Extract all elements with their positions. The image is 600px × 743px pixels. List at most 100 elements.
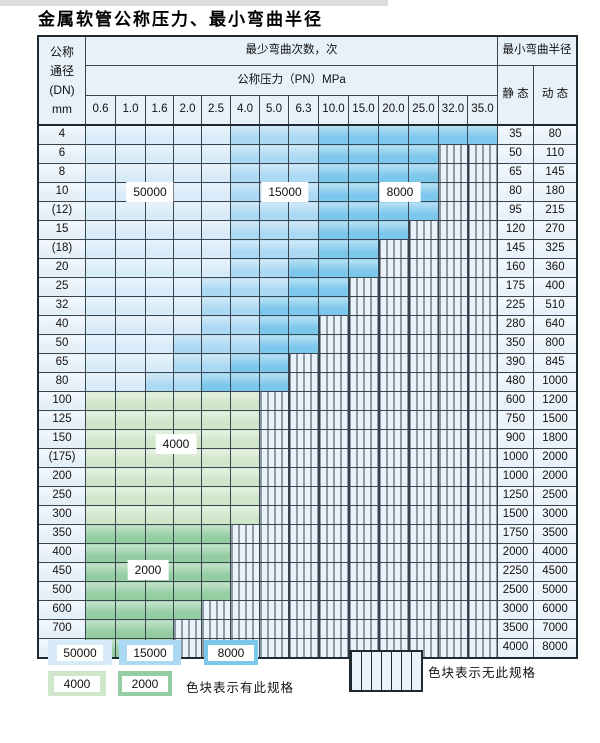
header-row-2: 公称压力（PN）MPa 静 态 动 态 [38, 65, 578, 126]
no-spec-cell [408, 505, 439, 525]
spec-cell-b15 [288, 220, 319, 240]
no-spec-cell [467, 220, 498, 240]
dn-header: 公称 通径 (DN) mm [37, 35, 86, 126]
no-spec-cell [378, 334, 409, 354]
no-spec-cell [259, 505, 289, 525]
spec-cell-g4 [230, 505, 260, 525]
spec-cell-b50 [145, 201, 174, 221]
spec-cell-g4 [115, 467, 146, 487]
no-spec-cell [318, 429, 349, 449]
spec-cell-b50 [85, 353, 116, 373]
no-spec-cell [230, 619, 260, 639]
dynamic-radius-cell: 2000 [533, 448, 578, 468]
dn-cell: 80 [37, 372, 86, 392]
spec-cell-b50 [145, 163, 174, 183]
spec-cell-b8 [318, 296, 349, 316]
no-spec-cell [378, 315, 409, 335]
no-spec-cell [318, 524, 349, 544]
spec-cell-g4 [201, 448, 231, 468]
spec-cell-b8 [288, 296, 319, 316]
static-radius-cell: 4000 [497, 638, 534, 659]
dn-cell: 400 [37, 543, 86, 563]
spec-cell-b50 [115, 258, 146, 278]
no-spec-cell [438, 163, 468, 183]
spec-cell-b50 [173, 182, 202, 202]
no-spec-cell [378, 619, 409, 639]
dn-cell: 25 [37, 277, 86, 297]
static-radius-cell: 50 [497, 144, 534, 164]
spec-cell-b15 [230, 163, 260, 183]
table-row-dn-600: 600 3000 6000 [37, 600, 578, 620]
spec-cell-b8 [378, 144, 409, 164]
spec-cell-b8 [348, 182, 379, 202]
no-spec-cell [467, 619, 498, 639]
no-spec-cell [348, 372, 379, 392]
spec-cell-g4 [115, 429, 146, 449]
no-spec-cell [318, 448, 349, 468]
dynamic-radius-cell: 3500 [533, 524, 578, 544]
no-spec-cell [467, 600, 498, 620]
no-spec-cell [318, 467, 349, 487]
spec-cell-b50 [173, 239, 202, 259]
static-radius-cell: 2000 [497, 543, 534, 563]
dn-cell: 8 [37, 163, 86, 183]
no-spec-cell [288, 391, 319, 411]
no-spec-cell [348, 277, 379, 297]
no-spec-cell [467, 296, 498, 316]
spec-cell-b50 [145, 258, 174, 278]
dynamic-radius-cell: 5000 [533, 581, 578, 601]
spec-cell-g2 [115, 619, 146, 639]
dynamic-radius-cell: 1800 [533, 429, 578, 449]
spec-cell-b8 [408, 124, 439, 145]
dn-cell: 32 [37, 296, 86, 316]
static-radius-cell: 2250 [497, 562, 534, 582]
spec-cell-b8 [259, 353, 289, 373]
no-spec-cell [259, 581, 289, 601]
spec-cell-b8 [201, 372, 231, 392]
spec-cell-b50 [173, 296, 202, 316]
spec-cell-b15 [230, 296, 260, 316]
spec-cell-b8 [408, 163, 439, 183]
dn-cell: 65 [37, 353, 86, 373]
spec-cell-g4 [85, 505, 116, 525]
spec-cell-g4 [201, 467, 231, 487]
dynamic-radius-cell: 180 [533, 182, 578, 202]
legend-no-spec-text: 色块表示无此规格 [428, 666, 537, 680]
spec-cell-b8 [318, 201, 349, 221]
dn-cell: 250 [37, 486, 86, 506]
spec-cell-b15 [230, 258, 260, 278]
table-row-dn-200: 200 1000 2000 [37, 467, 578, 487]
header-row-pressure-ticks: 0.6 1.0 1.6 2.0 2.5 4.0 5.0 6.3 10.0 15.0 20.0 25.0… [38, 95, 577, 126]
spec-cell-b8 [348, 201, 379, 221]
static-radius-cell: 480 [497, 372, 534, 392]
table-row-dn-500: 500 2500 5000 [37, 581, 578, 601]
no-spec-cell [318, 619, 349, 639]
spec-table: 公称 通径 (DN) mm 最少弯曲次数，次 最小弯曲半径 公称压力（PN）MP… [37, 35, 578, 659]
spec-cell-g4 [115, 410, 146, 430]
no-spec-cell [259, 391, 289, 411]
table-row-dn-450: 450 2250 4500 [37, 562, 578, 582]
table-row-dn-25: 25 175 400 [37, 277, 578, 297]
no-spec-cell [348, 334, 379, 354]
table-row-dn-50: 50 350 800 [37, 334, 578, 354]
no-spec-cell [467, 163, 498, 183]
pressure-tick: 2.0 [173, 95, 202, 126]
spec-cell-g2 [85, 562, 116, 582]
no-spec-cell [438, 220, 468, 240]
static-radius-cell: 2500 [497, 581, 534, 601]
no-spec-cell [467, 638, 498, 659]
pressure-tick: 10.0 [318, 95, 349, 126]
spec-cell-b50 [173, 144, 202, 164]
spec-cell-g2 [85, 581, 116, 601]
no-spec-cell [230, 581, 260, 601]
spec-cell-b8 [348, 220, 379, 240]
spec-cell-b8 [378, 124, 409, 145]
no-spec-cell [378, 258, 409, 278]
spec-cell-b15 [230, 239, 260, 259]
no-spec-cell [378, 353, 409, 373]
spec-cell-b15 [230, 201, 260, 221]
spec-cell-b15 [288, 201, 319, 221]
spec-cell-b15 [173, 334, 202, 354]
spec-cell-b15 [259, 144, 289, 164]
spec-cell-g4 [145, 505, 174, 525]
